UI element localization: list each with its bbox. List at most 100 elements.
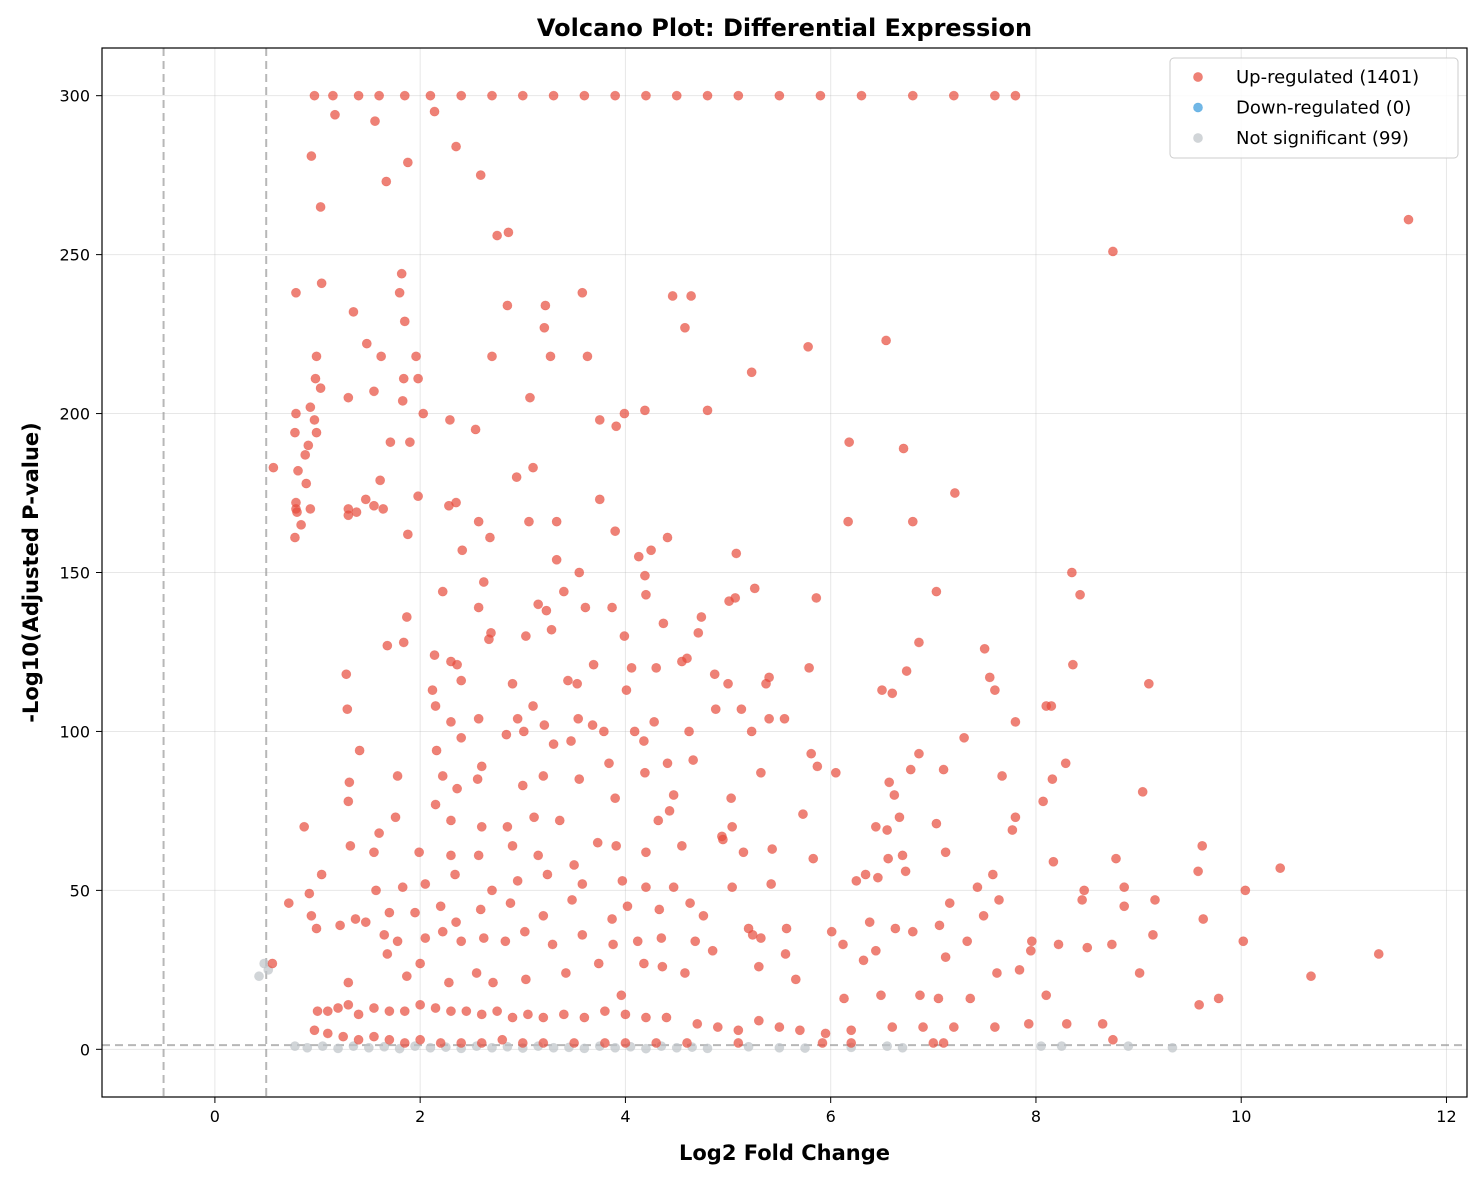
data-point [940, 847, 951, 858]
data-point [505, 898, 516, 908]
data-point [743, 1041, 754, 1052]
data-point [733, 1025, 744, 1036]
data-point [607, 914, 617, 924]
data-point [335, 920, 346, 931]
data-point [333, 1003, 343, 1013]
data-point [451, 917, 461, 928]
data-point [633, 551, 644, 562]
data-point [587, 720, 598, 730]
data-point [1061, 1018, 1072, 1029]
data-point [445, 415, 455, 425]
y-tick-label: 150 [59, 564, 90, 583]
data-point [316, 869, 327, 880]
x-tick-label: 0 [210, 1107, 220, 1126]
data-point [472, 774, 483, 785]
data-point [443, 977, 454, 988]
data-point [1148, 929, 1158, 940]
data-point [305, 402, 316, 413]
data-point [948, 90, 959, 101]
data-point [296, 519, 307, 530]
data-point [948, 1022, 959, 1032]
data-point [753, 961, 764, 972]
data-point [317, 1041, 328, 1052]
data-point [345, 840, 356, 851]
data-point [427, 685, 438, 696]
data-point [761, 678, 771, 689]
data-point [302, 1042, 313, 1053]
data-point [473, 713, 484, 724]
data-point [1197, 840, 1208, 851]
data-point [838, 939, 848, 950]
data-point [662, 532, 673, 543]
data-point [413, 491, 424, 502]
data-point [1306, 971, 1316, 982]
data-point [502, 821, 513, 832]
data-point [1007, 825, 1018, 835]
data-point [620, 1009, 631, 1020]
data-point [928, 1038, 939, 1048]
data-point [333, 1043, 343, 1054]
x-tick-label: 4 [620, 1107, 630, 1126]
data-points [254, 90, 1414, 1054]
data-point [437, 771, 448, 781]
data-point [539, 720, 550, 730]
data-point [554, 815, 565, 826]
data-point [887, 688, 898, 699]
data-point [1275, 863, 1286, 874]
data-point [640, 767, 650, 778]
data-point [733, 90, 744, 101]
data-point [858, 955, 869, 966]
legend-box [1169, 57, 1459, 159]
data-point [815, 90, 826, 101]
data-point [931, 586, 942, 597]
data-point [779, 713, 790, 724]
data-point [897, 850, 908, 861]
data-point [410, 907, 420, 918]
data-point [293, 465, 303, 476]
data-point [328, 90, 338, 101]
data-point [415, 958, 426, 969]
data-point [702, 405, 713, 416]
data-point [1026, 936, 1037, 947]
data-point [574, 567, 585, 578]
data-point [548, 90, 559, 101]
data-point [794, 1025, 805, 1036]
data-point [290, 1041, 300, 1052]
data-point [753, 1015, 764, 1026]
data-point [371, 885, 381, 896]
data-point [390, 812, 401, 823]
data-point [900, 866, 911, 877]
data-point [330, 109, 340, 120]
data-point [353, 90, 364, 101]
data-point [476, 1038, 487, 1048]
legend-marker [1193, 102, 1203, 113]
data-point [1010, 717, 1021, 727]
data-point [1108, 246, 1118, 257]
data-point [767, 844, 778, 854]
data-point [764, 713, 775, 724]
data-point [430, 799, 441, 810]
data-point [315, 383, 326, 394]
data-point [877, 685, 887, 696]
data-point [572, 678, 583, 689]
data-point [311, 351, 322, 362]
data-point [361, 338, 372, 349]
data-point [632, 936, 643, 947]
data-point [680, 322, 690, 333]
data-point [579, 90, 590, 101]
data-point [360, 494, 371, 505]
data-point [890, 923, 901, 934]
data-point [574, 774, 585, 785]
data-point [580, 602, 591, 613]
data-point [651, 662, 662, 673]
data-point [525, 392, 535, 403]
data-point [620, 1038, 631, 1048]
data-point [1025, 945, 1036, 956]
data-point [471, 968, 482, 978]
data-point [790, 974, 801, 985]
data-point [338, 1031, 349, 1042]
data-point [384, 907, 395, 918]
data-point [315, 202, 326, 212]
